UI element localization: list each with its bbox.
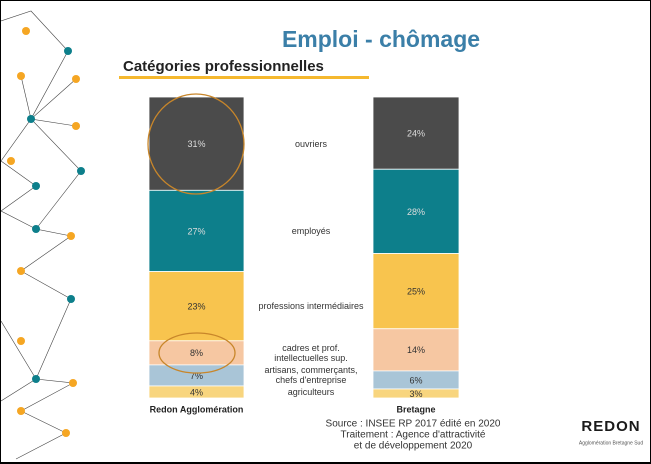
bar-segment (372, 96, 460, 170)
value-label: 3% (409, 389, 422, 399)
bar-segment (372, 328, 460, 372)
category-label: Bretagne (396, 404, 435, 414)
bar-segment (372, 388, 460, 399)
series-label: employés (291, 225, 331, 236)
bar-segment (148, 96, 245, 191)
value-label: 27% (187, 226, 205, 236)
series-label: cadres et prof. intellectuelles sup. (274, 342, 348, 363)
series-label: agriculteurs (287, 386, 335, 397)
bar-segment (372, 253, 460, 330)
series-label: artisans, commerçants, chefs d'entrepris… (264, 365, 358, 386)
value-label: 4% (190, 387, 203, 397)
decoration-dots (7, 27, 85, 437)
value-label: 31% (187, 139, 205, 149)
value-label: 7% (190, 371, 203, 381)
value-label: 14% (407, 345, 425, 355)
logo-name: REDON (581, 418, 640, 435)
bar-segment (372, 168, 460, 254)
highlight-circle (158, 332, 236, 374)
series-label: professions intermédiaires (258, 301, 364, 312)
bar-segment (148, 271, 245, 342)
value-label: 25% (407, 287, 425, 297)
category-label: Redon Agglomération (150, 404, 244, 414)
source-line: Source : INSEE RP 2017 édité en 2020 (326, 419, 501, 430)
logo-tagline: Agglomération Bretagne Sud (579, 440, 643, 446)
bar-segment (148, 189, 245, 272)
value-label: 8% (190, 348, 203, 358)
value-label: 28% (407, 207, 425, 217)
bar-segment (148, 385, 245, 399)
source-line: Traitement : Agence d'attractivité (341, 430, 486, 441)
value-label: 24% (407, 128, 425, 138)
chart-subtitle: Catégories professionnelles (123, 58, 324, 75)
highlight-circle (147, 93, 245, 195)
series-label: ouvriers (294, 138, 327, 149)
source-line: et de développement 2020 (354, 441, 473, 452)
subtitle-underline (119, 76, 369, 79)
value-label: 23% (187, 302, 205, 312)
value-label: 6% (409, 375, 422, 385)
chart-title: Emploi - chômage (282, 26, 480, 52)
